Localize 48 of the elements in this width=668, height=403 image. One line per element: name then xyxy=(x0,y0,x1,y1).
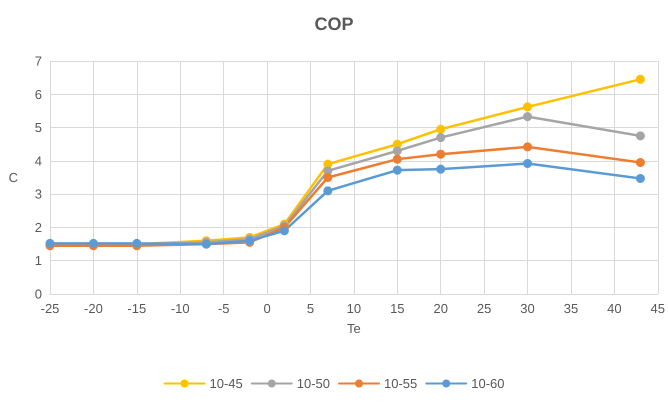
x-tick-label: 25 xyxy=(476,301,492,316)
x-axis-title: Te xyxy=(347,321,361,336)
point xyxy=(323,186,332,196)
point xyxy=(636,74,645,84)
x-tick-label: 40 xyxy=(607,301,622,316)
y-tick-label: 5 xyxy=(34,120,42,136)
point xyxy=(436,150,446,159)
legend-label: 10-60 xyxy=(471,376,504,391)
x-tick-label: -15 xyxy=(127,301,146,316)
legend-label: 10-50 xyxy=(296,376,330,391)
y-tick-label: 1 xyxy=(34,253,42,268)
point xyxy=(392,146,402,156)
point xyxy=(436,124,446,134)
point xyxy=(392,154,402,164)
x-tick-label: 15 xyxy=(390,301,405,316)
point xyxy=(436,164,446,174)
chart-title: COP xyxy=(314,14,354,34)
x-tick-label: 5 xyxy=(306,301,314,316)
x-tick-label: -10 xyxy=(170,301,190,316)
point xyxy=(523,159,532,168)
x-tick-label: 30 xyxy=(520,301,535,316)
point xyxy=(523,102,532,112)
x-tick-label: 20 xyxy=(433,301,448,316)
x-tick-label: 10 xyxy=(346,301,362,316)
legend-label: 10-45 xyxy=(210,376,243,391)
point xyxy=(523,142,532,152)
point xyxy=(280,226,289,236)
point xyxy=(436,133,446,142)
point xyxy=(523,112,532,122)
x-tick-label: -25 xyxy=(40,301,60,316)
x-tick-label: 0 xyxy=(263,301,271,316)
legend-label: 10-55 xyxy=(384,376,418,391)
y-tick-label: 4 xyxy=(34,153,42,168)
y-axis-title: C xyxy=(8,170,18,185)
x-tick-label: -20 xyxy=(84,301,103,316)
point xyxy=(636,158,645,168)
x-tick-label: -5 xyxy=(218,301,230,316)
y-tick-label: 7 xyxy=(34,54,42,68)
point xyxy=(392,166,402,175)
y-tick-label: 3 xyxy=(34,186,42,202)
point xyxy=(636,131,645,140)
point xyxy=(636,174,645,183)
y-tick-label: 2 xyxy=(34,220,42,235)
x-tick-label: 35 xyxy=(564,301,578,316)
x-tick-label: 45 xyxy=(650,301,666,316)
y-tick-label: 0 xyxy=(34,286,42,302)
y-tick-label: 6 xyxy=(34,86,42,102)
point xyxy=(323,173,332,182)
